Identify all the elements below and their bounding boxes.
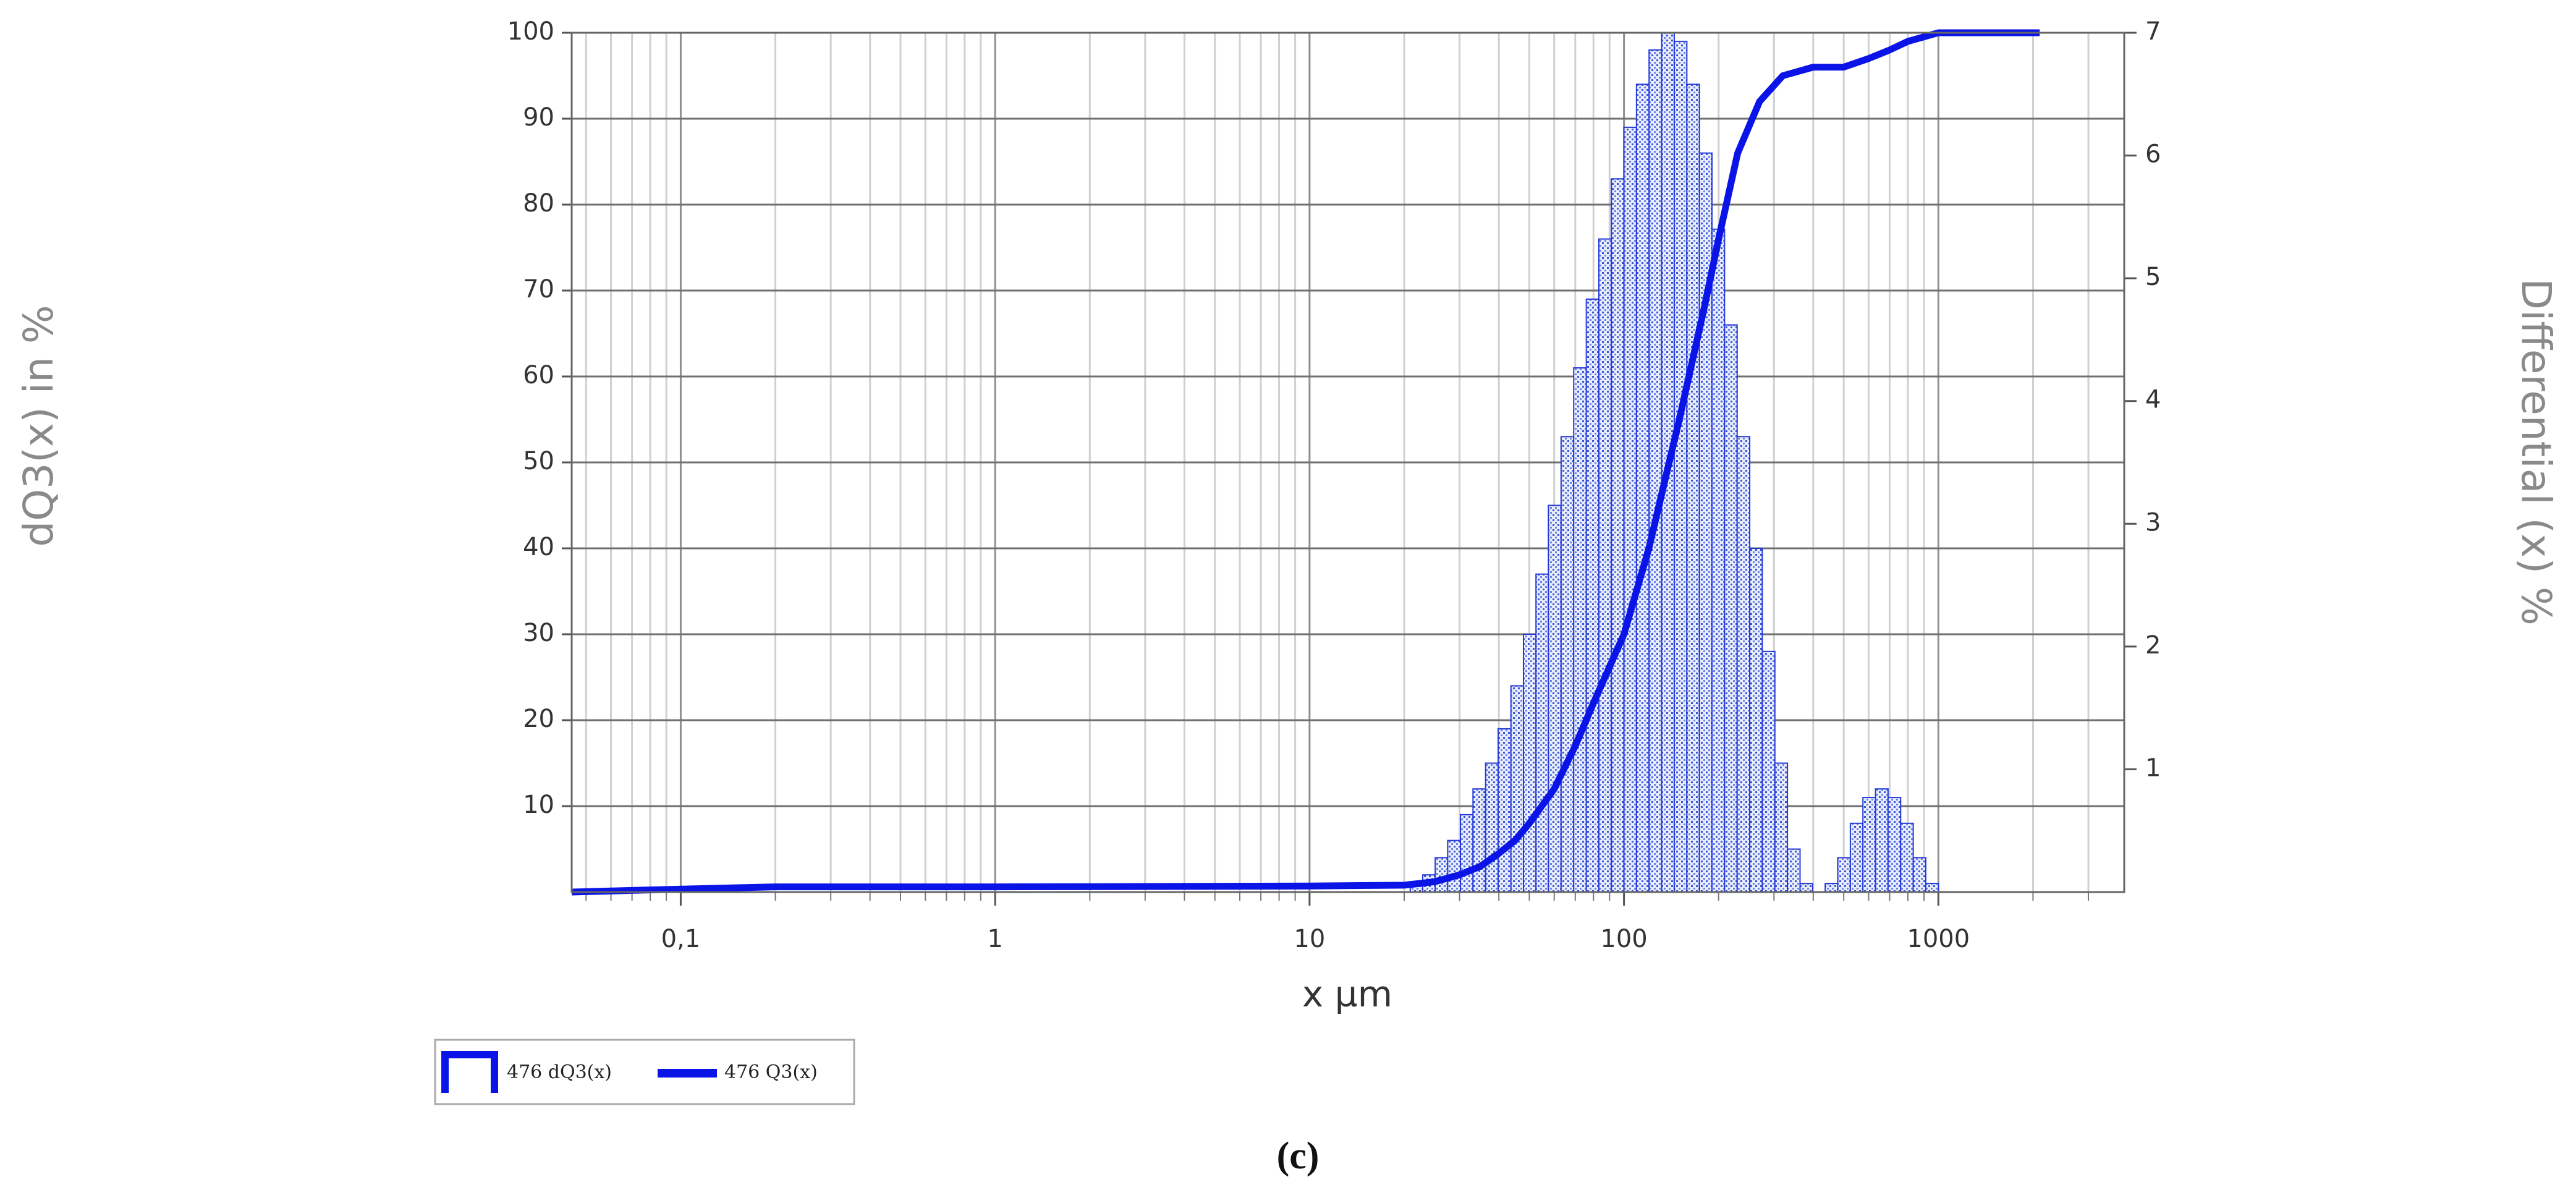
histogram-bar [1787,848,1801,893]
histogram-bar [1485,762,1499,893]
y-axis-title: dQ3(x) in % [15,305,62,546]
y2-tick-label: 3 [2145,508,2161,537]
histogram-bar [1598,238,1612,893]
y-tick-label: 90 [523,103,554,132]
legend-label: 476 dQ3(x) [507,1061,612,1083]
plot-frame [570,32,2125,893]
histogram-bar [1472,788,1486,893]
histogram-bar [1522,634,1537,893]
y-tick-label: 60 [523,361,554,389]
x-axis-title: x µm [1302,973,1392,1015]
histogram-bar [1824,883,1839,893]
histogram-bar [1925,883,1939,893]
y2-tick-label: 1 [2145,754,2161,782]
histogram-bar [1875,788,1889,893]
histogram-bar [1761,650,1776,893]
histogram-bar [1837,857,1851,893]
histogram-bar [1862,797,1876,893]
legend: 476 dQ3(x) 476 Q3(x) [434,1039,855,1105]
histogram-bar [1585,298,1599,893]
x-tick-label: 100 [1600,925,1647,953]
histogram-bar [1774,762,1789,893]
histogram-bar [1900,822,1914,893]
histogram-bar [1548,504,1562,893]
y-tick-label: 100 [507,17,554,46]
histogram-bar [1799,883,1813,893]
y-tick-label: 70 [523,275,554,304]
histogram-bar [1736,436,1751,893]
histogram-bar [1573,367,1587,893]
histogram-bar [1724,324,1738,893]
histogram-bar [1560,436,1575,893]
histogram-bar [1434,857,1449,893]
histogram-bar [1535,573,1549,893]
y-tick-label: 50 [523,447,554,475]
histogram-bar [1711,228,1726,893]
caption: (c) [1277,1135,1320,1177]
histogram-bar [1887,797,1902,893]
y-tick-label: 40 [523,533,554,561]
histogram-bar [1510,685,1524,893]
histogram-bar [1460,814,1474,893]
y2-tick-label: 2 [2145,631,2161,660]
histogram-bar [1623,126,1637,893]
y2-tick-label: 6 [2145,140,2161,169]
x-tick-label: 10 [1294,925,1325,953]
y-tick-label: 30 [523,619,554,647]
line [571,29,2040,896]
histogram-bar [1611,178,1625,893]
legend-swatch [441,1051,498,1093]
histogram-bar [1749,548,1763,893]
histogram-bar [1673,40,1688,893]
histogram-bar [1447,840,1462,893]
y-tick-label: 80 [523,189,554,218]
legend-label: 476 Q3(x) [724,1061,818,1083]
histogram-bar [1498,728,1512,893]
histogram-bar [1635,83,1650,893]
x-tick-label: 0,1 [661,925,701,953]
y-tick-label: 20 [523,705,554,733]
y2-tick-label: 5 [2145,263,2161,291]
x-tick-label: 1000 [1907,925,1970,953]
y2-tick-label: 7 [2145,17,2161,46]
histogram-bar [1648,49,1663,893]
y2-tick-label: 4 [2145,386,2161,414]
x-tick-label: 1 [987,925,1002,953]
y-tick-label: 10 [523,791,554,819]
histogram-bar [1912,857,1926,893]
y2-axis-title: Differential (x) % [2512,278,2560,626]
histogram-bar [1686,83,1700,893]
legend-box [434,1039,855,1105]
histogram-bar [1849,822,1864,893]
